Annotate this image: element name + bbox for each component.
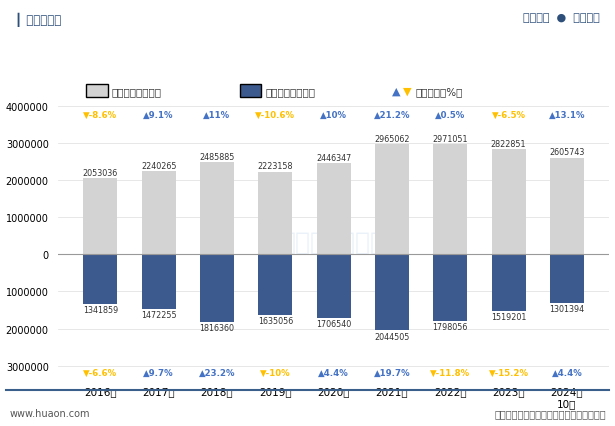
Bar — [200, 255, 234, 322]
Text: ▼-15.2%: ▼-15.2% — [488, 368, 529, 377]
Text: 出口额（万美元）: 出口额（万美元） — [112, 86, 162, 97]
Text: 同比增长（%）: 同比增长（%） — [415, 86, 462, 97]
Bar — [550, 255, 584, 303]
Bar — [142, 172, 176, 255]
Text: ▼-10%: ▼-10% — [260, 368, 291, 377]
Text: ▲11%: ▲11% — [204, 111, 231, 120]
Text: 专业严谨  ●  客观科学: 专业严谨 ● 客观科学 — [523, 12, 600, 23]
Bar — [84, 178, 117, 255]
Text: 1519201: 1519201 — [491, 312, 526, 321]
Text: ▲13.1%: ▲13.1% — [549, 111, 585, 120]
Text: ▼-10.6%: ▼-10.6% — [255, 111, 295, 120]
Text: 2965062: 2965062 — [374, 135, 410, 144]
Text: ▲10%: ▲10% — [320, 111, 347, 120]
Bar — [550, 158, 584, 255]
Bar — [434, 145, 467, 255]
Text: 2822851: 2822851 — [491, 140, 526, 149]
Text: 1301394: 1301394 — [549, 304, 584, 313]
Text: ▼-6.6%: ▼-6.6% — [83, 368, 117, 377]
Text: 2446347: 2446347 — [316, 154, 351, 163]
Bar — [434, 255, 467, 321]
Text: ▲0.5%: ▲0.5% — [435, 111, 466, 120]
Text: ▼: ▼ — [403, 86, 411, 97]
Text: ▲4.4%: ▲4.4% — [552, 368, 582, 377]
Text: 2223158: 2223158 — [258, 162, 293, 171]
Text: 华经产业研究院: 华经产业研究院 — [281, 230, 386, 254]
Text: 2240265: 2240265 — [141, 161, 177, 170]
Text: ▲: ▲ — [392, 86, 401, 97]
Bar — [258, 255, 292, 315]
Text: 2053036: 2053036 — [83, 168, 118, 177]
Text: 数据来源：中国海关；华经产业研究院整理: 数据来源：中国海关；华经产业研究院整理 — [494, 408, 606, 418]
Text: 2485885: 2485885 — [199, 153, 235, 161]
Text: 1472255: 1472255 — [141, 311, 177, 320]
Text: ┃ 华经情报网: ┃ 华经情报网 — [15, 12, 62, 27]
Bar — [258, 173, 292, 255]
Bar — [317, 255, 351, 318]
Bar — [375, 145, 409, 255]
Text: 1798056: 1798056 — [432, 322, 468, 331]
Text: ▲4.4%: ▲4.4% — [319, 368, 349, 377]
Text: 1816360: 1816360 — [199, 323, 234, 332]
Text: 2605743: 2605743 — [549, 148, 585, 157]
Text: ▼-6.5%: ▼-6.5% — [491, 111, 526, 120]
Text: 2016-2024年10月珠海市(境内目的地/货源地)进、出口额: 2016-2024年10月珠海市(境内目的地/货源地)进、出口额 — [165, 53, 450, 68]
Text: ▼-8.6%: ▼-8.6% — [83, 111, 117, 120]
Text: ▲23.2%: ▲23.2% — [199, 368, 236, 377]
Text: 1341859: 1341859 — [83, 306, 118, 315]
Text: 2044505: 2044505 — [375, 332, 410, 341]
Text: ▲9.1%: ▲9.1% — [143, 111, 174, 120]
Text: ▲9.7%: ▲9.7% — [143, 368, 174, 377]
Text: 1706540: 1706540 — [316, 319, 351, 328]
Text: ▼-11.8%: ▼-11.8% — [430, 368, 470, 377]
Text: ▲19.7%: ▲19.7% — [374, 368, 410, 377]
Text: ▲21.2%: ▲21.2% — [374, 111, 410, 120]
Bar — [317, 164, 351, 255]
Text: www.huaon.com: www.huaon.com — [9, 408, 90, 418]
Bar — [84, 255, 117, 305]
Bar — [375, 255, 409, 331]
FancyBboxPatch shape — [240, 85, 261, 98]
Text: 进口额（万美元）: 进口额（万美元） — [266, 86, 315, 97]
Bar — [491, 255, 525, 311]
Text: 2971051: 2971051 — [432, 134, 468, 143]
Bar — [200, 163, 234, 255]
Bar — [491, 150, 525, 255]
Text: 1635056: 1635056 — [258, 317, 293, 325]
Bar — [142, 255, 176, 309]
FancyBboxPatch shape — [86, 85, 108, 98]
